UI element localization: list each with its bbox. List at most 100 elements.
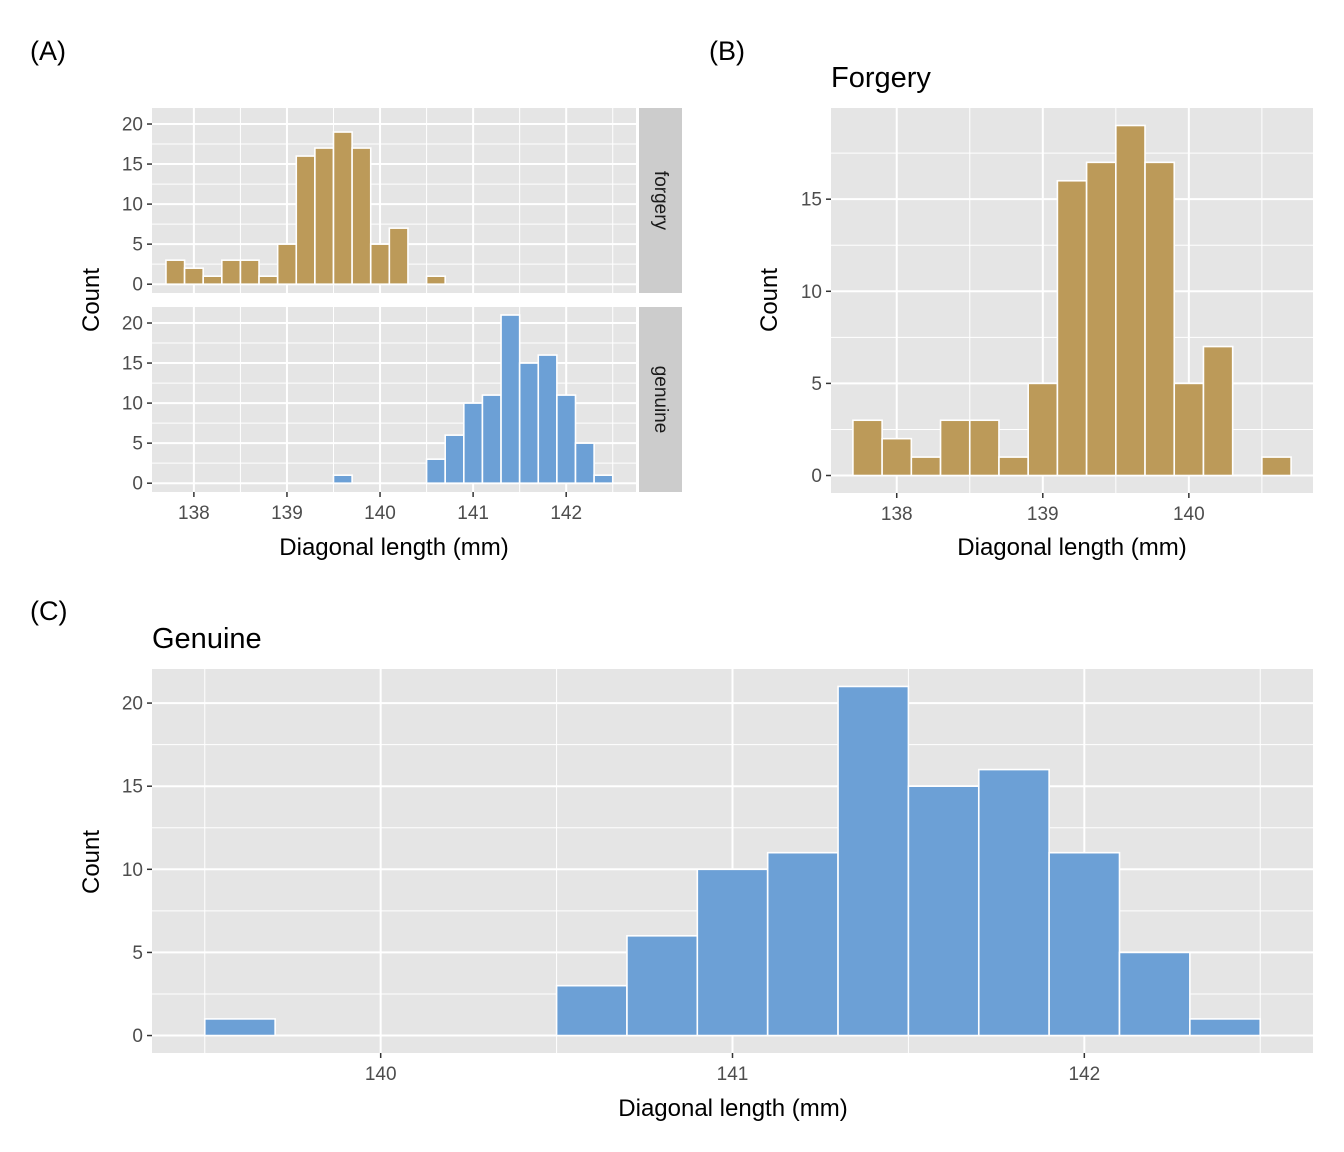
chart-a-forgery-y-tick-label: 10 xyxy=(122,195,143,216)
chart-a-forgery-bar xyxy=(351,147,372,285)
chart-b-bar xyxy=(968,419,1000,477)
chart-a-forgery-y-tick-label: 5 xyxy=(132,235,143,256)
chart-a-forgery-strip-label: forgery xyxy=(650,171,671,231)
chart-c-y-tick-label: 10 xyxy=(122,860,143,881)
chart-a-forgery-y-tick-label: 15 xyxy=(122,155,143,176)
chart-a-forgery-bar xyxy=(332,131,353,285)
chart-b-histogram: 0 5 10 15 138 139 140 Forgery Count Diagonal l… xyxy=(756,62,1313,561)
chart-c-xlabel: Diagonal length (mm) xyxy=(618,1095,847,1122)
chart-c-y-tick-label: 15 xyxy=(122,777,143,798)
chart-c-x-tick-label: 140 xyxy=(365,1064,397,1085)
chart-b-bar xyxy=(1056,179,1088,477)
chart-c-title: Genuine xyxy=(152,623,262,655)
chart-b-ylabel: Count xyxy=(756,268,783,332)
chart-a-genuine-x-tick-label: 142 xyxy=(550,503,582,524)
chart-c-y-tick-label: 5 xyxy=(132,943,143,964)
chart-a-genuine-y-tick-label: 10 xyxy=(122,394,143,415)
chart-a-genuine-y-tick-label: 20 xyxy=(122,314,143,335)
chart-a-forgery-bar xyxy=(202,275,223,285)
chart-c-bar xyxy=(1189,1018,1262,1037)
chart-a-genuine-x-tick-label: 141 xyxy=(457,503,489,524)
chart-a-genuine-y-tick-label: 15 xyxy=(122,354,143,375)
chart-a-genuine-y-tick-label: 5 xyxy=(132,434,143,455)
chart-c-bar xyxy=(626,935,699,1037)
chart-a-faceted-histogram: 0 5 10 15 20 forgery 0 5 10 15 20 138 139 140 141 142 ge… xyxy=(78,108,682,561)
panel-label-c: (C) xyxy=(30,596,67,626)
chart-c-bar xyxy=(837,685,910,1037)
chart-a-facet-genuine: 0 5 10 15 20 138 139 140 141 142 genuine xyxy=(122,307,682,524)
chart-b-y-tick-label: 15 xyxy=(801,190,822,211)
chart-c-bar xyxy=(1118,951,1191,1037)
chart-b-x-tick-label: 139 xyxy=(1027,504,1059,525)
chart-a-genuine-bar xyxy=(463,402,484,484)
chart-a-genuine-strip-background xyxy=(639,307,682,492)
chart-a-plot-area: 0 5 10 15 20 forgery 0 5 10 15 20 138 139 140 141 142 ge… xyxy=(122,108,682,524)
chart-b-bar xyxy=(939,419,971,477)
chart-a-forgery-bar xyxy=(165,259,186,285)
chart-b-bar xyxy=(1173,382,1205,477)
chart-a-forgery-bar xyxy=(314,147,335,285)
chart-b-y-tick-label: 0 xyxy=(811,466,822,487)
chart-c-bar xyxy=(907,785,980,1037)
chart-b-bar xyxy=(998,456,1029,477)
chart-a-ylabel: Count xyxy=(78,268,105,332)
chart-b-bar xyxy=(1115,124,1146,477)
chart-b-y-tick-label: 5 xyxy=(811,374,822,395)
chart-a-genuine-bar xyxy=(481,394,502,484)
chart-b-bar xyxy=(1202,345,1234,477)
chart-c-bar xyxy=(555,984,628,1037)
chart-a-genuine-bar xyxy=(518,362,540,484)
chart-a-forgery-y-tick-label: 0 xyxy=(132,275,143,296)
chart-a-genuine-bar xyxy=(593,474,614,484)
chart-b-bar xyxy=(1261,456,1292,477)
chart-a-genuine-bar xyxy=(574,442,595,484)
chart-b-x-tick-label: 138 xyxy=(881,504,913,525)
chart-a-genuine-y-tick-label: 0 xyxy=(132,474,143,495)
chart-c-bar xyxy=(977,768,1050,1037)
panel-label-b: (B) xyxy=(709,36,745,66)
chart-c-bar xyxy=(766,851,839,1037)
chart-a-xlabel: Diagonal length (mm) xyxy=(279,534,508,561)
chart-b-bar xyxy=(910,456,942,477)
chart-b-bar xyxy=(1027,382,1059,477)
chart-b-bar xyxy=(881,437,913,477)
chart-a-forgery-bar xyxy=(276,243,298,285)
chart-c-x-tick-label: 141 xyxy=(717,1064,749,1085)
chart-a-genuine-bar xyxy=(425,458,446,484)
chart-a-forgery-bar xyxy=(369,243,391,285)
chart-c-ylabel: Count xyxy=(78,830,105,894)
chart-c-plot-area: 0 5 10 15 20 140 141 142 xyxy=(122,669,1313,1085)
chart-b-plot-area: 0 5 10 15 138 139 140 xyxy=(801,108,1313,525)
chart-a-genuine-x-tick-label: 138 xyxy=(178,503,210,524)
chart-c-histogram: 0 5 10 15 20 140 141 142 Genuine Count Diagonal… xyxy=(78,623,1313,1122)
chart-c-y-tick-label: 20 xyxy=(122,694,143,715)
chart-a-genuine-strip-label: genuine xyxy=(650,366,671,434)
chart-a-genuine-x-tick-label: 140 xyxy=(364,503,396,524)
panel-label-a: (A) xyxy=(30,36,66,66)
chart-a-genuine-bar xyxy=(444,434,465,484)
chart-c-bar xyxy=(1048,851,1121,1037)
chart-c-x-tick-label: 142 xyxy=(1068,1064,1100,1085)
chart-b-title: Forgery xyxy=(831,62,931,94)
chart-a-genuine-bar xyxy=(332,474,353,484)
chart-a-genuine-x-tick-label: 139 xyxy=(271,503,303,524)
chart-a-forgery-bar xyxy=(239,259,260,285)
chart-a-facet-forgery: 0 5 10 15 20 forgery xyxy=(122,108,682,296)
chart-a-forgery-bar xyxy=(221,259,242,285)
chart-a-forgery-bar xyxy=(295,155,316,285)
chart-b-bar xyxy=(1085,161,1117,477)
chart-c-bar xyxy=(203,1018,276,1037)
chart-a-forgery-bar xyxy=(258,275,279,285)
chart-c-y-tick-label: 0 xyxy=(132,1026,143,1047)
chart-a-genuine-bar xyxy=(500,314,521,484)
chart-b-bar xyxy=(1144,161,1176,477)
chart-b-y-tick-label: 10 xyxy=(801,282,822,303)
chart-a-forgery-y-tick-label: 20 xyxy=(122,115,143,136)
chart-a-forgery-bar xyxy=(425,275,446,285)
chart-a-genuine-bar xyxy=(556,394,577,484)
chart-c-bar xyxy=(696,868,769,1037)
chart-a-forgery-strip-background xyxy=(639,108,682,293)
chart-b-bar xyxy=(852,419,883,477)
chart-b-xlabel: Diagonal length (mm) xyxy=(957,534,1186,561)
